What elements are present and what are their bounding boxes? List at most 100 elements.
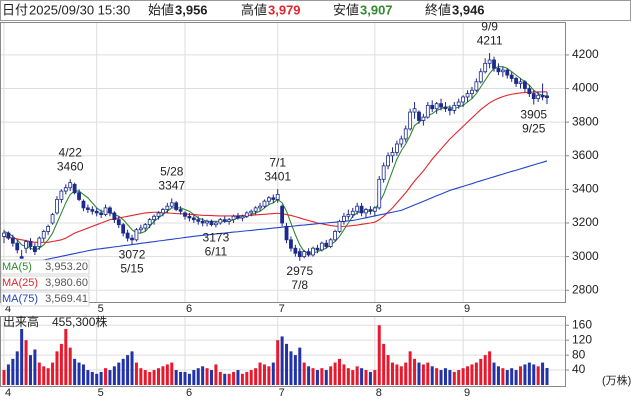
volume-bar xyxy=(439,370,443,385)
candle-body xyxy=(342,215,346,222)
annotation-price: 3072 xyxy=(119,248,146,262)
annotation-price: 3347 xyxy=(158,178,185,192)
y-tick-label: 4000 xyxy=(572,81,599,95)
x-tick-label: 5 xyxy=(98,303,104,315)
candle-body xyxy=(443,106,448,110)
volume-bar xyxy=(496,366,500,385)
volume-bar xyxy=(134,362,138,385)
ma-line xyxy=(3,91,548,243)
candle-body xyxy=(205,220,209,224)
open-label: 始値 xyxy=(148,2,174,17)
candle-body xyxy=(346,214,351,217)
candle-body xyxy=(434,103,439,110)
y-tick-label: 160 xyxy=(572,317,592,331)
candle-body xyxy=(275,194,280,200)
candle-body xyxy=(315,247,320,251)
volume-bar xyxy=(545,367,549,385)
candle-body xyxy=(165,205,170,210)
volume-bar xyxy=(536,366,540,385)
candle-body xyxy=(470,89,474,94)
candle-body xyxy=(395,143,399,153)
volume-bar xyxy=(329,366,333,385)
candle-body xyxy=(231,215,236,221)
volume-bar xyxy=(232,371,236,385)
x-tick-label: 9 xyxy=(464,387,470,399)
candle-body xyxy=(500,69,505,73)
volume-bar xyxy=(474,362,478,385)
candle-body xyxy=(302,251,307,258)
candle-body xyxy=(99,212,104,216)
volume-title: 出来高 xyxy=(3,314,39,329)
candle-body xyxy=(15,242,20,251)
candle-body xyxy=(147,219,152,226)
datetime: 2025/09/30 15:30 xyxy=(29,2,130,17)
volume-bar xyxy=(421,364,425,385)
volume-bar xyxy=(501,368,505,385)
y-tick-label: 40 xyxy=(572,362,586,376)
volume-bar xyxy=(104,368,108,385)
volume-bar xyxy=(86,370,90,385)
candle-body xyxy=(143,224,148,229)
candle-body xyxy=(81,200,86,209)
legend-name: MA(75) xyxy=(2,293,38,305)
volume-bar xyxy=(209,370,213,385)
volume-bar xyxy=(81,364,85,385)
volume-bar xyxy=(435,368,439,385)
candle-body xyxy=(474,81,479,91)
legend-name: MA(5) xyxy=(2,261,32,273)
volume-bar xyxy=(148,371,152,385)
volume-bar xyxy=(90,371,94,385)
candle-body xyxy=(439,103,443,108)
x-tick-label: 6 xyxy=(186,303,192,315)
volume-bar xyxy=(377,325,381,385)
volume-bar xyxy=(99,371,103,385)
volume-bar xyxy=(174,370,178,385)
volume-bar xyxy=(527,362,531,385)
volume-bar xyxy=(399,366,403,385)
candle-body xyxy=(505,69,510,76)
candle-body xyxy=(483,62,488,73)
volume-bar xyxy=(342,364,346,385)
candle-body xyxy=(271,197,276,200)
candle-body xyxy=(209,220,214,226)
volume-unit: (万株) xyxy=(602,373,631,387)
volume-bar xyxy=(254,368,258,385)
volume-bar xyxy=(33,349,37,385)
candle-body xyxy=(46,225,51,232)
volume-bar xyxy=(426,362,430,385)
annotation-date: 5/28 xyxy=(160,164,184,178)
candle-body xyxy=(545,95,549,99)
volume-bar xyxy=(351,370,355,385)
candle-body xyxy=(72,183,77,194)
candle-body xyxy=(178,209,183,212)
candle-body xyxy=(540,94,545,98)
y-tick-label: 120 xyxy=(572,332,592,346)
volume-bar xyxy=(324,370,328,385)
candle-body xyxy=(187,215,192,219)
volume-bar xyxy=(510,368,514,385)
candle-body xyxy=(492,59,496,69)
candle-body xyxy=(33,246,37,252)
volume-bar xyxy=(523,364,527,385)
candle-body xyxy=(196,219,201,222)
candle-body xyxy=(333,231,337,241)
annotation-price: 4211 xyxy=(477,33,503,47)
candle-body xyxy=(24,241,28,249)
volume-bar xyxy=(214,364,218,385)
legend-box xyxy=(0,259,90,275)
candle-body xyxy=(59,190,64,200)
candle-body xyxy=(478,71,483,83)
candle-body xyxy=(377,178,382,209)
candle-body xyxy=(134,229,139,241)
candle-body xyxy=(350,210,355,216)
candle-body xyxy=(68,182,73,189)
volume-bar xyxy=(73,358,77,385)
annotation-price: 2975 xyxy=(286,264,313,278)
candle-body xyxy=(496,67,501,73)
volume-bar xyxy=(51,362,55,385)
volume-bar xyxy=(165,364,169,385)
y-tick-label: 3400 xyxy=(572,182,599,196)
volume-bar xyxy=(346,368,350,385)
candle-body xyxy=(408,111,413,130)
